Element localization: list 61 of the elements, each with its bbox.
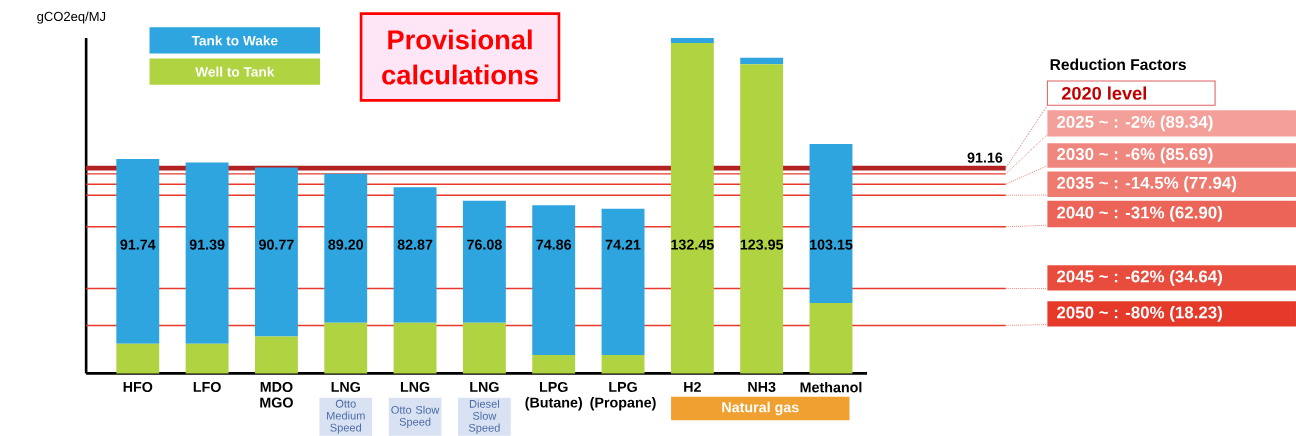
x-tick-label: LNG: [400, 382, 430, 393]
bar: [532, 355, 576, 374]
x-tick-label: HFO: [123, 382, 153, 393]
annotation: 74.86: [536, 239, 572, 250]
annotation: Provisional calculations: [382, 29, 538, 85]
text: Otto Slow Speed: [391, 405, 440, 428]
text: Reduction Factors: [1050, 58, 1186, 71]
x-tick-label: Methanol: [800, 381, 862, 393]
bar: [254, 336, 298, 374]
bar: [254, 167, 298, 337]
bar: [670, 38, 714, 44]
text: 2025 ~ : -2% (89.34): [1057, 115, 1213, 132]
text: 91.16: [967, 152, 1003, 163]
bar: [809, 144, 853, 304]
annotation: 90.77: [259, 239, 294, 250]
x-tick-label: LNG: [331, 382, 360, 393]
text: 2040 ~ : -31% (62.90): [1057, 206, 1222, 222]
x-tick-label: LNG: [470, 382, 499, 393]
bar: [809, 303, 853, 374]
bar: [462, 322, 506, 374]
x-tick-label: NH3: [748, 382, 776, 393]
text: Diesel Slow Speed: [468, 399, 500, 434]
x-tick-label: LPG (Propane): [590, 382, 656, 411]
annotation: 91.74: [120, 239, 156, 250]
bar: [532, 205, 576, 356]
annotation: 76.08: [467, 239, 502, 250]
y-axis-title: gCO2eq/MJ: [37, 11, 106, 24]
annotation: 91.39: [189, 239, 225, 250]
bar: [670, 43, 714, 374]
bar: [601, 208, 645, 356]
annotation: 103.15: [810, 239, 853, 250]
annotation: 74.21: [605, 239, 641, 250]
bar: [601, 355, 645, 374]
bar: [324, 322, 368, 374]
annotation: 82.87: [397, 239, 433, 250]
annotation: 123.95: [740, 239, 784, 250]
bar: [393, 322, 437, 374]
bar: [393, 187, 437, 323]
text: 2030 ~ : -6% (85.69): [1057, 147, 1213, 164]
bar: [740, 64, 784, 374]
text: 2050 ~ : -80% (18.23): [1057, 306, 1222, 322]
text: 2035 ~ : -14.5% (77.94): [1057, 176, 1237, 193]
bar: [740, 57, 784, 65]
text: Natural gas: [722, 401, 799, 416]
x-tick-label: H2: [684, 382, 701, 392]
x-tick-label: LPG (Butane): [525, 382, 582, 411]
text: Well to Tank: [195, 66, 275, 77]
annotation: 89.20: [328, 239, 364, 250]
bar: [185, 162, 229, 344]
bar: [324, 173, 368, 323]
text: 2020 level: [1061, 86, 1146, 100]
text: 2045 ~ : -62% (34.64): [1057, 270, 1222, 286]
x-tick-label: LFO: [193, 382, 221, 393]
text: Tank to Wake: [191, 35, 278, 46]
bar: [462, 200, 506, 323]
annotation: 132.45: [671, 239, 714, 250]
bar: [185, 343, 229, 374]
text: Otto Medium Speed: [327, 399, 365, 434]
x-tick-label: MDO MGO: [260, 382, 293, 408]
bar: [116, 159, 160, 344]
bar: [116, 343, 160, 374]
